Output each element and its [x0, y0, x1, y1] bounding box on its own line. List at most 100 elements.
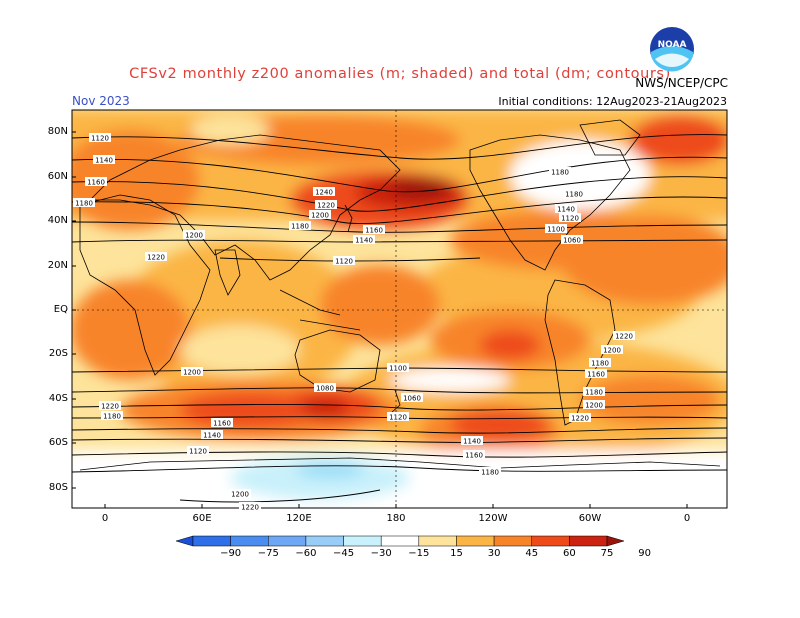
contour-label: 1160	[87, 179, 105, 187]
contour-label-bg	[313, 187, 335, 196]
lat-label-40s: 40S	[48, 393, 68, 404]
colorbar-tick-label: 15	[450, 548, 463, 559]
lat-label-60n: 60N	[47, 171, 68, 182]
contour-label: 1160	[587, 371, 605, 379]
colorbar-tick-label: −45	[332, 548, 355, 559]
contour-label-bg	[314, 383, 336, 392]
map-frame	[71, 109, 728, 509]
contour-label: 1100	[389, 365, 407, 373]
contour-label-bg	[315, 200, 337, 209]
contour-label-bg	[363, 225, 385, 234]
colorbar-cell	[456, 535, 495, 547]
contour-label: 1140	[557, 206, 575, 214]
lon-label-180: 180	[386, 513, 406, 524]
contour-label-bg	[145, 252, 167, 261]
colorbar-cell	[493, 535, 532, 547]
contour-label: 1060	[403, 395, 421, 403]
logo-text: NOAA	[658, 40, 687, 50]
contour-label: 1180	[103, 413, 121, 421]
contour-label: 1120	[189, 448, 207, 456]
contour-label-bg	[585, 369, 607, 378]
contour-label-bg	[239, 502, 261, 511]
contour-label: 1180	[565, 191, 583, 199]
lat-label-60s: 60S	[48, 437, 68, 448]
contour-label-bg	[559, 213, 581, 222]
contour-label-bg	[183, 230, 205, 239]
contour-label: 1200	[311, 212, 329, 220]
contour-label: 1160	[365, 227, 383, 235]
contour-label-bg	[549, 167, 571, 176]
contour-label-bg	[463, 450, 485, 459]
contour-label-bg	[387, 412, 409, 421]
forecast-month: Nov 2023	[72, 94, 130, 108]
contour-label: 1200	[231, 491, 249, 499]
contour-label-bg	[401, 393, 423, 402]
contour-label: 1160	[213, 420, 231, 428]
colorbar-cell	[418, 535, 457, 547]
contour-label: 1140	[355, 237, 373, 245]
contour-label-bg	[309, 210, 331, 219]
contour-label: 1220	[241, 504, 259, 512]
colorbar-tick-label: −15	[408, 548, 430, 559]
contour-label-bg	[601, 345, 623, 354]
contour-label-bg	[589, 358, 611, 367]
noaa-logo-icon: NOAA	[650, 27, 694, 72]
contour-label: 1120	[389, 414, 407, 422]
colorbar-tick-label: −30	[370, 548, 392, 559]
contour-label: 1200	[183, 369, 201, 377]
contour-label-bg	[583, 387, 605, 396]
contour-label-bg	[561, 235, 583, 244]
contour-label-bg	[479, 467, 501, 476]
lon-label-60w: 60W	[578, 513, 602, 524]
contour-label-bg	[201, 430, 223, 439]
colorbar-tick-label: −75	[257, 548, 279, 559]
colorbar-cell	[531, 535, 570, 547]
contour-label-bg	[211, 418, 233, 427]
contour-label: 1220	[147, 254, 165, 262]
contour-label: 1180	[481, 469, 499, 477]
colorbar-cell	[380, 535, 420, 547]
contour-label-bg	[289, 221, 311, 230]
contour-label-bg	[85, 177, 107, 186]
contour-label: 1060	[563, 237, 581, 245]
lat-label-80n: 80N	[47, 126, 68, 137]
contour-label-bg	[555, 204, 577, 213]
colorbar-tick-label: 30	[487, 548, 501, 559]
contour-label-bg	[89, 133, 111, 142]
contour-label-bg	[461, 436, 483, 445]
colorbar-tick-label: 60	[562, 548, 576, 559]
colorbar-cell	[305, 535, 344, 547]
lon-label-120w: 120W	[478, 513, 508, 524]
colorbar-cell	[230, 535, 269, 547]
colorbar-tick-label: −60	[295, 548, 317, 559]
colorbar-tick-label: 75	[600, 548, 614, 559]
credit-text: NWS/NCEP/CPC	[635, 76, 728, 90]
contour-label: 1180	[75, 200, 93, 208]
lon-label-60e: 60E	[192, 513, 212, 524]
contour-label-bg	[187, 446, 209, 455]
contour-label: 1160	[465, 452, 483, 460]
lon-label-120e: 120E	[286, 513, 312, 524]
lat-label-20n: 20N	[47, 260, 68, 271]
contour-label-bg	[181, 367, 203, 376]
contour-label-bg	[229, 489, 251, 498]
chart-title: CFSv2 monthly z200 anomalies (m; shaded)…	[129, 66, 671, 82]
contour-label: 1140	[203, 432, 221, 440]
contour-label: 1220	[615, 333, 633, 341]
colorbar-tick-label: −90	[220, 548, 242, 559]
contour-label-bg	[93, 155, 115, 164]
coastlines	[79, 119, 721, 471]
colorbar-left-arrow	[175, 535, 194, 547]
contour-label-bg	[387, 363, 409, 372]
contour-label: 1220	[101, 403, 119, 411]
contour-label: 1180	[591, 360, 609, 368]
contour-label: 1240	[315, 189, 333, 197]
lat-label-20s: 20S	[48, 348, 68, 359]
colorbar-tick-label: 45	[525, 548, 539, 559]
contour-label-bg	[99, 401, 121, 410]
colorbar-right-arrow	[606, 535, 625, 547]
colorbar	[175, 535, 625, 547]
contour-label: 1120	[91, 135, 109, 143]
contour-label: 1180	[585, 389, 603, 397]
